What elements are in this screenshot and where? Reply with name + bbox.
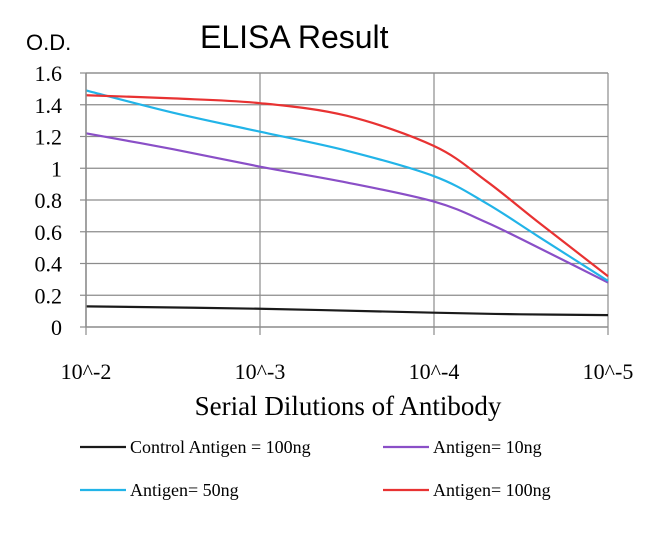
y-tick-label: 1.6 xyxy=(35,61,63,86)
x-tick-label: 10^-3 xyxy=(235,359,286,384)
series-lines xyxy=(85,89,609,317)
legend-label: Control Antigen = 100ng xyxy=(130,437,311,457)
y-tick-label: 0.2 xyxy=(35,283,63,308)
y-axis-label: O.D. xyxy=(26,30,71,55)
legend-label: Antigen= 50ng xyxy=(130,480,239,500)
x-tick-label: 10^-4 xyxy=(409,359,460,384)
legend-label: Antigen= 10ng xyxy=(433,437,542,457)
legend-label: Antigen= 100ng xyxy=(433,480,551,500)
x-axis-label: Serial Dilutions of Antibody xyxy=(195,391,502,421)
legend-item: Antigen= 50ng xyxy=(80,480,239,500)
legend: Control Antigen = 100ng Antigen= 10ng Anti… xyxy=(80,437,551,500)
legend-item: Antigen= 10ng xyxy=(383,437,542,457)
y-tick-label: 0.6 xyxy=(35,220,63,245)
y-tick-label: 0.8 xyxy=(35,188,63,213)
legend-item: Antigen= 100ng xyxy=(383,480,551,500)
labels: O.D. ELISA Result Serial Dilutions of An… xyxy=(26,19,502,421)
x-tick-label: 10^-5 xyxy=(583,359,634,384)
series-line-1 xyxy=(85,305,609,317)
legend-item: Control Antigen = 100ng xyxy=(80,437,311,457)
chart-title: ELISA Result xyxy=(200,19,389,55)
series-line-4 xyxy=(85,94,609,278)
axes: 0 0.2 0.4 0.6 0.8 1 1.2 1.4 1.6 10^-2 10^-3 10^-4 10… xyxy=(35,61,634,384)
series-line-3 xyxy=(85,89,609,282)
grid-lines xyxy=(85,72,609,327)
y-tick-label: 1.4 xyxy=(35,93,63,118)
x-tick-label: 10^-2 xyxy=(61,359,112,384)
y-tick-label: 1 xyxy=(51,156,62,181)
y-tick-label: 0.4 xyxy=(35,252,63,277)
y-tick-label: 1.2 xyxy=(35,125,63,150)
y-tick-label: 0 xyxy=(51,315,62,340)
series-line-2 xyxy=(85,132,609,284)
